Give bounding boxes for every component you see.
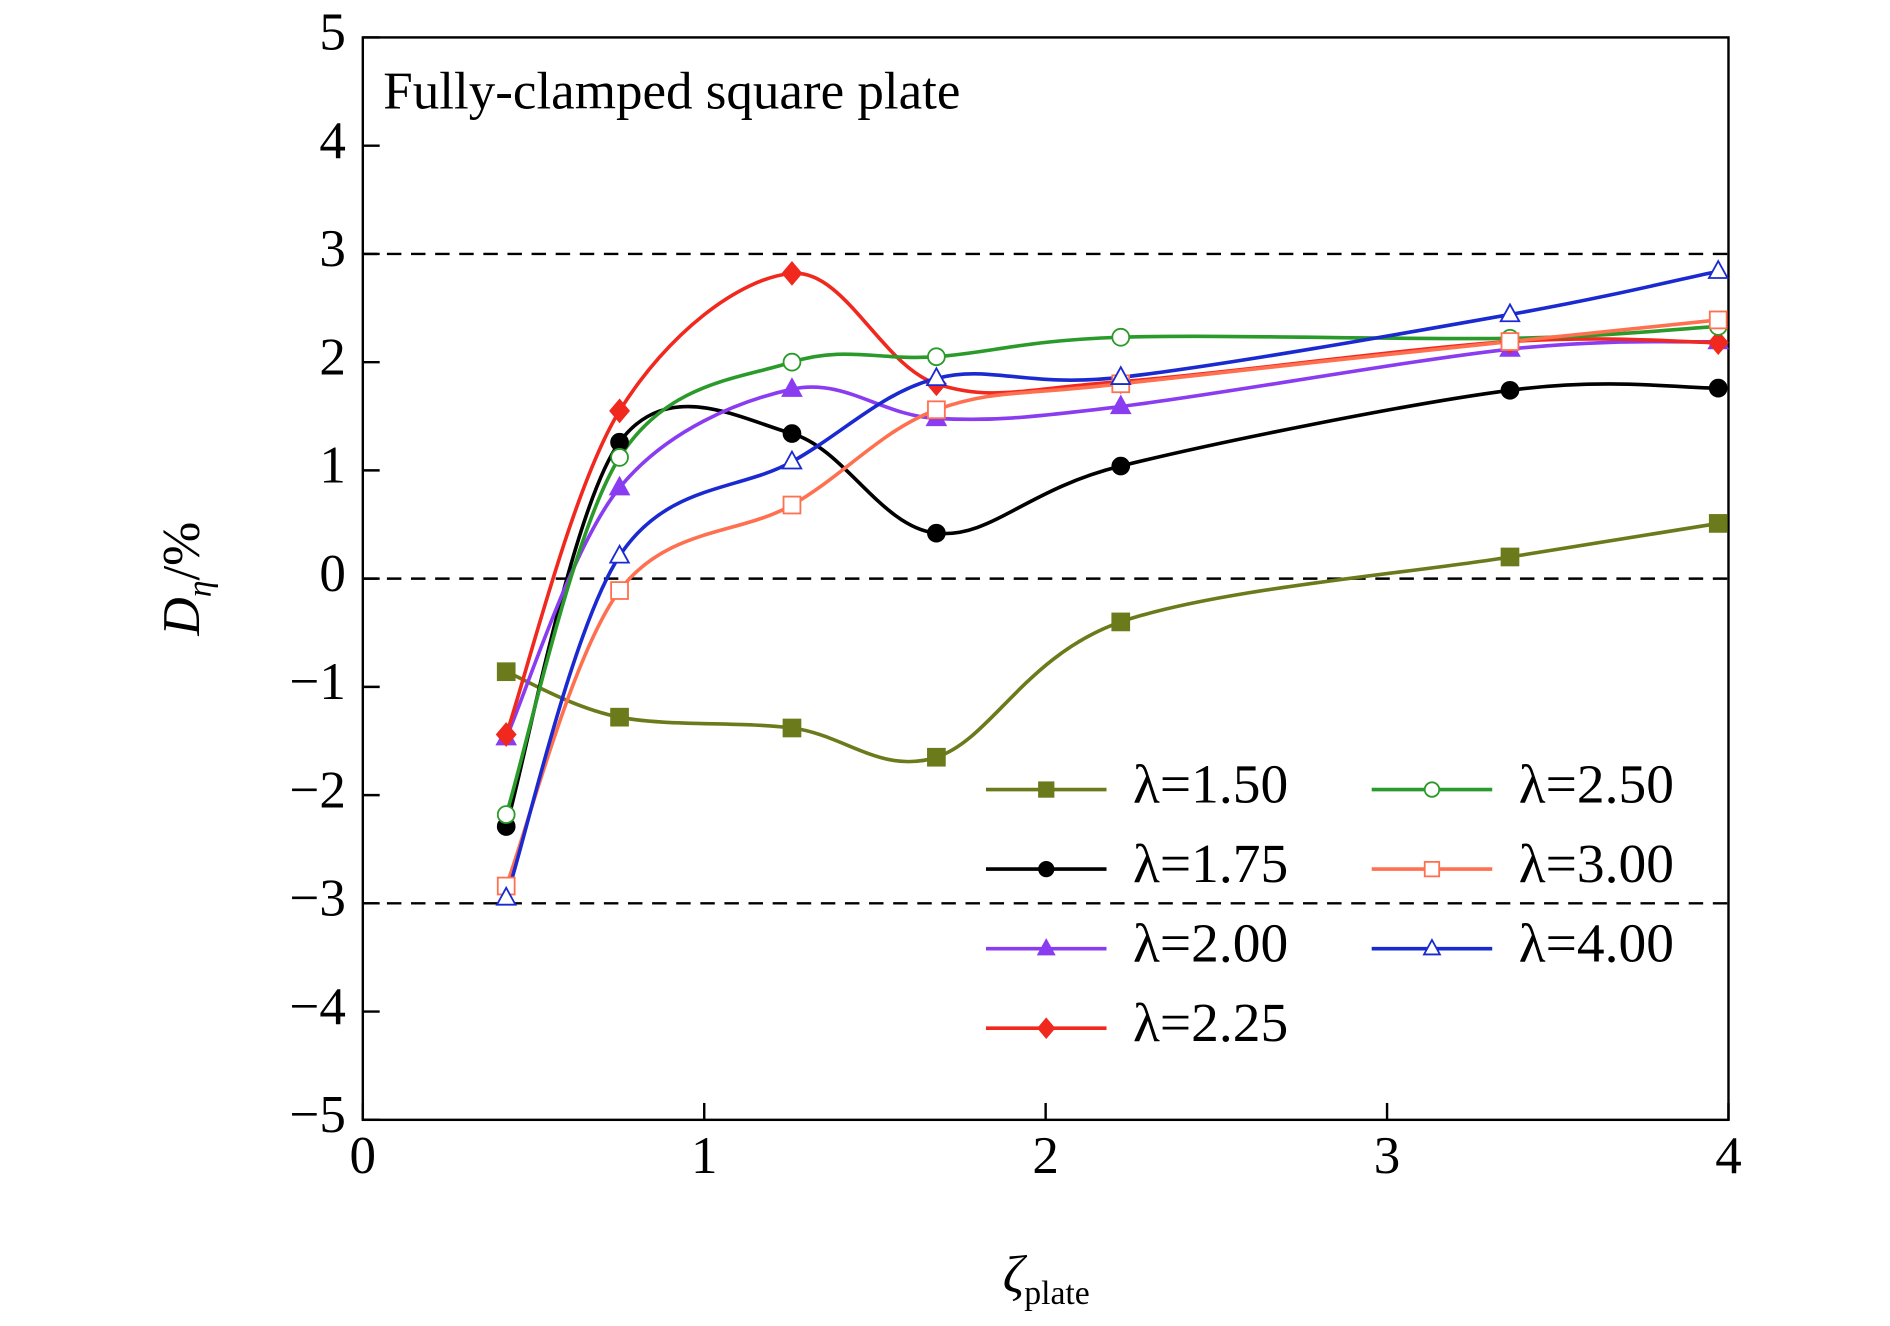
annotation: Fully-clamped square plate [383, 63, 960, 121]
x-tick-label: 4 [1715, 1127, 1742, 1185]
data-point [927, 400, 946, 420]
data-point [782, 424, 802, 443]
y-label-main: D [153, 597, 211, 636]
y-label-suffix: /% [153, 522, 211, 581]
legend-marker [1038, 860, 1055, 878]
data-point [782, 495, 802, 515]
x-tick-label: 1 [691, 1127, 718, 1185]
y-axis-label: Dη/% [153, 522, 219, 637]
data-point [925, 366, 948, 387]
legend-marker [1038, 781, 1055, 798]
data-point [1111, 456, 1131, 476]
legend-marker [1037, 1017, 1056, 1040]
y-tick-label: 4 [319, 112, 346, 170]
x-tick-label: 3 [1374, 1127, 1401, 1185]
data-point [782, 352, 802, 372]
data-point [608, 475, 631, 496]
data-point [927, 747, 946, 767]
data-point [1499, 302, 1521, 323]
legend-label: λ=3.00 [1519, 833, 1674, 894]
data-point [495, 722, 517, 747]
legend-label: λ=2.25 [1133, 992, 1288, 1053]
x-label-main: ζ [1003, 1246, 1028, 1304]
data-point [927, 347, 946, 367]
series-line [504, 324, 1719, 816]
data-point [781, 377, 803, 397]
y-label-sub: η [182, 581, 219, 598]
data-point [1708, 310, 1728, 330]
data-point [495, 885, 518, 906]
y-tick-label: 3 [319, 220, 346, 278]
x-label-sub: plate [1024, 1275, 1090, 1312]
data-point [781, 261, 803, 286]
x-tick-label: 2 [1032, 1127, 1059, 1185]
data-point [1500, 380, 1520, 400]
data-point [1708, 514, 1728, 533]
series-line [505, 521, 1719, 764]
legend-label: λ=1.50 [1133, 753, 1288, 814]
data-point [496, 662, 516, 682]
data-point [610, 707, 629, 727]
legend-marker [1422, 938, 1442, 956]
data-point [1707, 259, 1730, 279]
y-tick-label: −4 [290, 978, 346, 1036]
data-point [1500, 332, 1520, 351]
y-tick-label: −5 [290, 1086, 346, 1144]
data-point [610, 448, 629, 467]
y-tick-label: 2 [319, 328, 346, 386]
y-tick-label: −2 [290, 761, 346, 819]
data-point [609, 398, 631, 424]
y-tick-label: 0 [319, 545, 346, 603]
data-point [608, 543, 631, 564]
data-point [927, 523, 946, 543]
legend-label: λ=2.00 [1133, 912, 1288, 973]
series-line [504, 271, 1719, 736]
data-point [1109, 365, 1132, 385]
y-tick-label: 5 [319, 4, 346, 62]
legend-label: λ=4.00 [1519, 912, 1674, 973]
y-tick-label: 1 [319, 437, 346, 495]
y-tick-label: −1 [290, 653, 346, 711]
data-point [1500, 547, 1520, 567]
data-point [1707, 330, 1729, 356]
data-point [1111, 612, 1131, 632]
legend-marker [1423, 860, 1441, 878]
data-point [1111, 327, 1131, 347]
legend-marker [1423, 781, 1441, 798]
legend-label: λ=2.50 [1519, 753, 1674, 814]
data-point [781, 449, 803, 470]
data-point [782, 718, 802, 738]
x-axis-label: ζplate [1003, 1246, 1090, 1312]
data-point [1109, 394, 1132, 415]
data-point [496, 805, 516, 824]
legend-marker [1036, 938, 1056, 956]
x-tick-label: 0 [350, 1127, 377, 1185]
y-tick-label: −3 [290, 870, 346, 928]
data-point [610, 581, 629, 600]
legend-label: λ=1.75 [1133, 833, 1288, 894]
data-point [1708, 378, 1728, 398]
